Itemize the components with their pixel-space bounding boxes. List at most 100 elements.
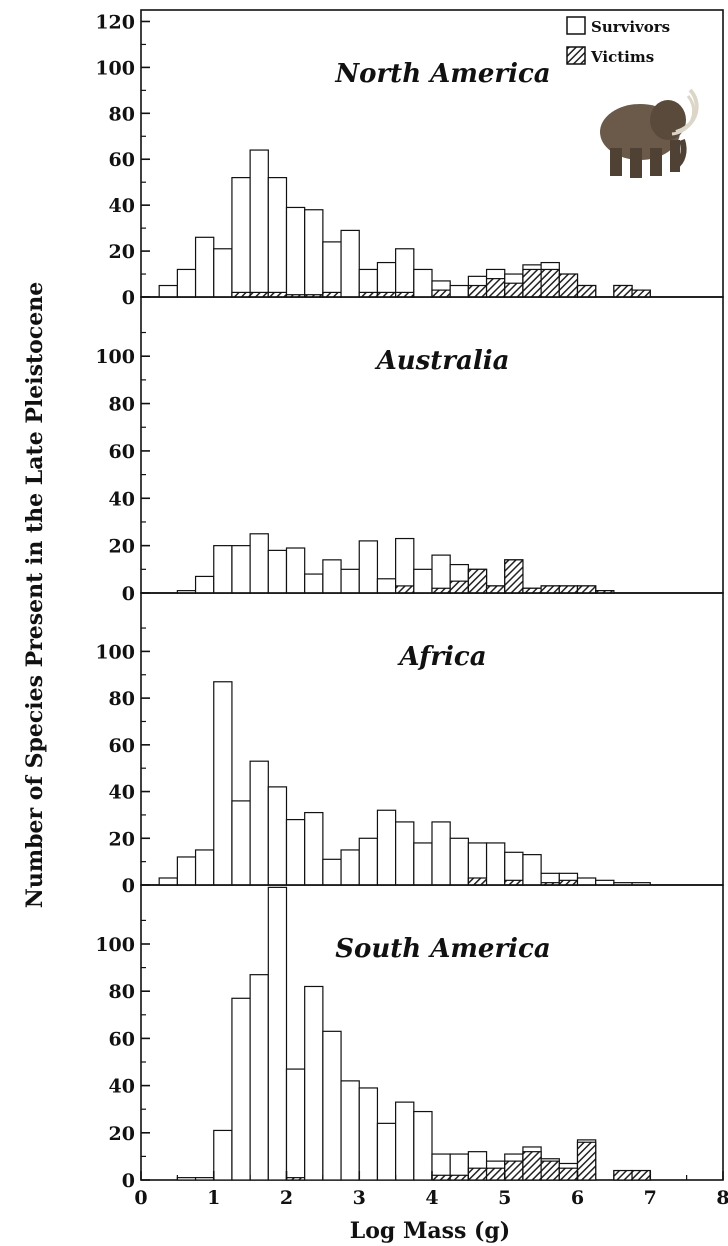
- survivor-bar: [194, 849, 215, 886]
- victim-bar: [467, 877, 488, 886]
- survivor-bar: [376, 1122, 397, 1181]
- survivor-bar: [231, 997, 251, 1181]
- survivor-bar: [340, 849, 360, 886]
- survivor-bar: [395, 1101, 415, 1181]
- survivor-bar: [358, 540, 379, 594]
- x-axis-title: Log Mass (g): [350, 1218, 510, 1244]
- survivor-bar: [176, 268, 197, 298]
- y-tick-label: 40: [109, 195, 135, 217]
- survivor-bar: [194, 236, 215, 298]
- y-tick-label: 80: [109, 103, 135, 125]
- victim-bar: [467, 284, 488, 298]
- victim-bar: [540, 585, 560, 594]
- legend-label-survivors: Survivors: [591, 18, 670, 36]
- x-tick-label: 5: [498, 1187, 511, 1209]
- survivor-bar: [231, 177, 251, 298]
- victim-bar: [395, 585, 415, 594]
- survivor-bar: [285, 547, 306, 594]
- victim-bar: [431, 289, 451, 298]
- survivor-bar: [194, 575, 215, 594]
- y-tick-label: 100: [95, 934, 135, 956]
- victim-bar: [504, 1160, 524, 1181]
- x-tick-label: 6: [571, 1187, 584, 1209]
- survivor-bar: [304, 573, 324, 594]
- survivor-bar: [267, 177, 288, 298]
- survivor-bar: [376, 809, 397, 886]
- survivor-bar: [576, 877, 597, 886]
- victim-bar: [558, 273, 579, 298]
- survivor-bar: [340, 229, 360, 298]
- panel-north-america: North America 0 20 40 60 80 100 120: [95, 9, 724, 309]
- survivor-bar: [449, 284, 469, 298]
- y-tick-label: 60: [109, 149, 135, 171]
- x-tick-label: 8: [716, 1187, 728, 1209]
- survivor-bar: [395, 821, 415, 886]
- victim-bar: [467, 568, 488, 594]
- y-tick-label: 40: [109, 488, 135, 510]
- survivor-bar: [176, 1177, 197, 1181]
- y-tick-label: 0: [122, 1170, 135, 1192]
- survivor-bar: [358, 837, 379, 886]
- victim-bar: [504, 559, 524, 594]
- survivor-bar: [340, 1080, 360, 1181]
- panel-title: Africa: [396, 642, 486, 672]
- y-tick-label: 80: [109, 981, 135, 1003]
- victim-bar: [485, 278, 506, 298]
- y-axis-title: Number of Species Present in the Late Pl…: [22, 282, 48, 908]
- x-tick-label: 3: [353, 1187, 366, 1209]
- x-tick-label: 7: [644, 1187, 657, 1209]
- y-tick-label: 0: [122, 583, 135, 605]
- survivor-bar: [213, 545, 233, 594]
- survivor-bar: [431, 554, 451, 594]
- survivor-bar: [285, 818, 306, 886]
- victim-bar: [485, 1167, 506, 1181]
- y-tick-label: 100: [95, 641, 135, 663]
- survivor-bar: [522, 854, 542, 886]
- panel-australia: Australia 0 20 40 60 80 100: [95, 296, 724, 605]
- survivor-bar: [231, 545, 251, 594]
- panel-africa: Africa 0 20 40 60 80 100: [95, 592, 724, 897]
- survivor-bar: [249, 533, 269, 594]
- legend: Survivors Victims: [566, 16, 670, 66]
- legend-label-victims: Victims: [590, 48, 654, 66]
- survivor-bar: [213, 1129, 233, 1181]
- y-tick-label: 60: [109, 1028, 135, 1050]
- victim-bar: [449, 1174, 469, 1181]
- survivor-bar: [485, 842, 506, 886]
- legend-swatch-survivors: [566, 16, 586, 35]
- victim-bar: [540, 268, 560, 298]
- panels-layer: North America 0 20 40 60 80 100 120 Australia 0 20…: [95, 9, 724, 1192]
- y-tick-label: 20: [109, 241, 135, 263]
- survivor-bar: [231, 800, 251, 886]
- panel-south-america: South America 0 20 40 60 80 100: [95, 884, 724, 1192]
- victim-bar: [467, 1167, 488, 1181]
- y-tick-label: 20: [109, 1123, 135, 1145]
- survivor-bar: [304, 985, 324, 1181]
- victim-bar: [613, 1169, 633, 1181]
- survivor-bar: [213, 681, 233, 886]
- panel-title: North America: [334, 59, 550, 89]
- victim-bar: [631, 289, 651, 298]
- survivor-bar: [267, 549, 288, 594]
- y-tick-label: 100: [95, 57, 135, 79]
- survivor-bar: [340, 568, 360, 594]
- survivor-bar: [395, 537, 415, 594]
- x-tick-label: 0: [134, 1187, 147, 1209]
- survivor-bar: [194, 1177, 215, 1181]
- survivor-bar: [267, 786, 288, 886]
- survivor-bar: [376, 578, 397, 594]
- victim-bar: [504, 282, 524, 298]
- victim-bar: [431, 1174, 451, 1181]
- survivor-bar: [322, 858, 342, 886]
- survivor-bar: [158, 877, 178, 886]
- victim-bar: [522, 1151, 542, 1181]
- y-tick-label: 20: [109, 828, 135, 850]
- legend-swatch-victims: [566, 46, 586, 65]
- victim-bar: [558, 1167, 579, 1181]
- x-tick-label: 1: [207, 1187, 220, 1209]
- victim-bar: [631, 1169, 651, 1181]
- victim-bar: [613, 284, 633, 298]
- victim-bar: [522, 268, 542, 298]
- survivor-bar: [431, 821, 451, 886]
- y-tick-label: 20: [109, 536, 135, 558]
